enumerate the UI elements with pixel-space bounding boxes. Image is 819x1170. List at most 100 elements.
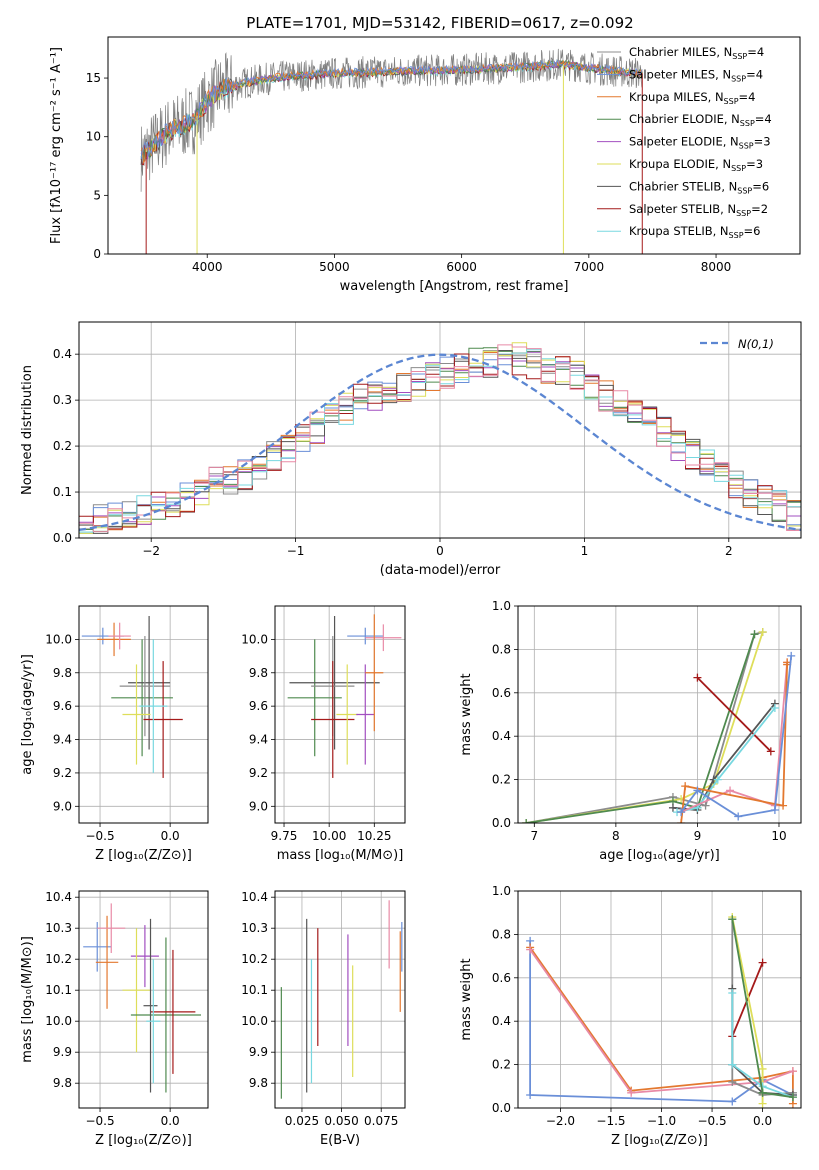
legend-label: Chabrier MILES, NSSP=4 (629, 45, 764, 61)
x-axis-label: E(B-V) (320, 1133, 360, 1148)
y-tick-label: 10.4 (45, 890, 72, 904)
y-tick-label: 9.6 (53, 699, 72, 713)
histogram-step-salpeter_stelib (79, 353, 801, 530)
plot-area (522, 628, 796, 823)
x-tick-label: 0.0 (161, 1114, 180, 1128)
x-tick-label: 10.25 (357, 829, 391, 843)
legend-label: Kroupa MILES, NSSP=4 (629, 90, 755, 106)
y-tick-label: 9.9 (249, 1045, 268, 1059)
panel-spectrum: 4000 5000 6000 7000 8000 0 5 10 15 wavelength [An… (49, 36, 801, 294)
y-tick-label: 0.0 (492, 816, 511, 830)
x-tick-label: −1.5 (596, 1114, 625, 1128)
series-marker (758, 1064, 767, 1073)
series-line-chabrier_elodie (526, 633, 756, 823)
histogram-step-chabrier_elodie (79, 347, 801, 532)
y-tick-label: 0.6 (492, 971, 511, 985)
y-tick-label: 9.9 (53, 1045, 72, 1059)
legend-label: Salpeter ELODIE, NSSP=3 (629, 135, 771, 151)
y-tick-label: 0.4 (53, 347, 72, 361)
plot-area (526, 913, 797, 1108)
y-tick-label: 10.1 (241, 983, 268, 997)
y-axis-label: Normed distribution (20, 365, 35, 495)
y-tick-label: 10.3 (45, 921, 72, 935)
panel-mass-vs-extinction: 0.025 0.050 0.075 9.8 9.9 10.0 10.1 10.2 10.3 10.… (241, 890, 406, 1148)
series-marker (627, 1088, 636, 1097)
x-tick-label: 0.0 (753, 1114, 772, 1128)
y-tick-label: 9.0 (53, 799, 72, 813)
y-tick-label: 0.4 (492, 1014, 511, 1028)
series-marker (758, 958, 767, 967)
plot-area (287, 614, 402, 778)
legend-label: N(0,1) (738, 337, 774, 351)
x-tick-label: 7000 (574, 260, 605, 274)
histogram-step-salpeter_elodie (79, 351, 801, 529)
y-tick-label: 9.6 (249, 699, 268, 713)
x-tick-label: −0.5 (85, 1114, 114, 1128)
series-marker (522, 819, 531, 823)
x-tick-label: 7 (530, 829, 538, 843)
x-tick-label: 9 (694, 829, 702, 843)
series-marker (758, 628, 767, 637)
series-marker (728, 988, 737, 997)
legend-label: Salpeter STELIB, NSSP=2 (629, 202, 768, 218)
axes-frame (107, 36, 801, 255)
legend-label: Chabrier ELODIE, NSSP=4 (629, 112, 772, 128)
panel-age-vs-mass: 9.75 10.00 10.25 9.0 9.2 9.4 9.6 9.8 10.0 mass [l… (241, 605, 406, 863)
y-tick-label: 9.8 (249, 666, 268, 680)
series-marker (788, 1093, 797, 1102)
y-tick-label: 9.0 (249, 799, 268, 813)
axes-frame (274, 890, 406, 1109)
x-axis-label: Z [log₁₀(Z/Z⊙)] (95, 848, 192, 863)
y-tick-label: 1.0 (492, 884, 511, 898)
y-axis-label: Flux [fλ10⁻¹⁷ erg cm⁻² s⁻¹ A⁻¹] (49, 47, 64, 244)
y-tick-label: 10.3 (241, 921, 268, 935)
x-axis-label: wavelength [Angstrom, rest frame] (340, 279, 569, 294)
x-tick-label: 0.075 (364, 1114, 398, 1128)
series-marker (677, 819, 686, 823)
y-tick-label: 10.2 (241, 952, 268, 966)
x-tick-label: 2 (725, 544, 733, 558)
axes-frame (274, 605, 406, 824)
series-marker (728, 1077, 737, 1086)
x-tick-label: 4000 (192, 260, 223, 274)
y-tick-label: 10.0 (45, 1014, 72, 1028)
series-line-extra_pink (529, 949, 794, 1094)
x-tick-label: 10.00 (312, 829, 346, 843)
x-tick-label: −0.5 (85, 829, 114, 843)
panel-mass-weight-vs-metallicity: −2.0 −1.5 −1.0 −0.5 0.0 0.0 0.2 0.4 0.6 0.8 1.0 Z [… (459, 884, 802, 1148)
panel-mass-vs-metallicity: −0.5 0.0 9.8 9.9 10.0 10.1 10.2 10.3 10.4 Z [log₁… (20, 890, 209, 1148)
series-marker (681, 782, 690, 791)
axes-frame (78, 605, 209, 824)
y-tick-label: 9.2 (53, 766, 72, 780)
y-axis-label: mass [log₁₀(M/M⊙)] (20, 936, 35, 1063)
y-tick-label: 15 (86, 71, 101, 85)
y-tick-label: 9.8 (53, 666, 72, 680)
series-marker (779, 801, 788, 810)
y-tick-label: 10.0 (45, 632, 72, 646)
x-axis-label: Z [log₁₀(Z/Z⊙)] (95, 1133, 192, 1148)
y-tick-label: 0.0 (492, 1101, 511, 1115)
series-marker (526, 945, 535, 954)
axes-frame (517, 605, 802, 824)
x-tick-label: −1.0 (647, 1114, 676, 1128)
series-marker (526, 1090, 535, 1099)
plot-area (280, 900, 403, 1099)
series-marker (770, 805, 779, 814)
x-tick-label: −2.0 (546, 1114, 575, 1128)
series-marker (766, 747, 775, 756)
y-tick-label: 10.2 (45, 952, 72, 966)
y-tick-label: 0.3 (53, 393, 72, 407)
y-tick-label: 0.2 (492, 773, 511, 787)
x-tick-label: −0.5 (697, 1114, 726, 1128)
series-marker (693, 673, 702, 682)
x-tick-label: 8 (612, 829, 620, 843)
x-tick-label: 10 (771, 829, 786, 843)
y-tick-label: 0 (93, 247, 101, 261)
x-tick-label: 9.75 (271, 829, 298, 843)
y-tick-label: 9.2 (249, 766, 268, 780)
series-marker (728, 1060, 737, 1069)
series-line-extra_pink (680, 662, 788, 813)
series-marker (693, 786, 702, 795)
series-line-salpeter_miles (140, 59, 643, 160)
y-tick-label: 9.8 (249, 1076, 268, 1090)
